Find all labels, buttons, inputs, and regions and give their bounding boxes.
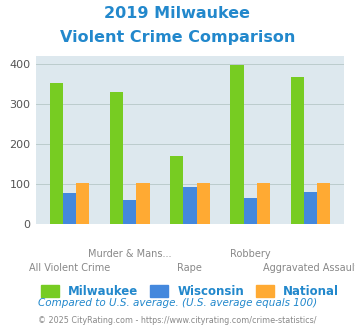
- Legend: Milwaukee, Wisconsin, National: Milwaukee, Wisconsin, National: [36, 280, 344, 303]
- Text: Robbery: Robbery: [230, 249, 271, 259]
- Text: Rape: Rape: [178, 263, 202, 273]
- Text: © 2025 CityRating.com - https://www.cityrating.com/crime-statistics/: © 2025 CityRating.com - https://www.city…: [38, 316, 317, 325]
- Text: Aggravated Assault: Aggravated Assault: [263, 263, 355, 273]
- Bar: [170, 156, 183, 224]
- Bar: [50, 83, 63, 224]
- Bar: [183, 187, 197, 224]
- Text: 2019 Milwaukee: 2019 Milwaukee: [104, 7, 251, 21]
- Bar: [290, 77, 304, 224]
- Text: Violent Crime Comparison: Violent Crime Comparison: [60, 30, 295, 45]
- Bar: [110, 92, 123, 224]
- Bar: [317, 183, 330, 224]
- Bar: [136, 183, 149, 224]
- Text: Murder & Mans...: Murder & Mans...: [88, 249, 171, 259]
- Bar: [123, 200, 136, 224]
- Bar: [257, 183, 270, 224]
- Text: Compared to U.S. average. (U.S. average equals 100): Compared to U.S. average. (U.S. average …: [38, 298, 317, 308]
- Bar: [244, 198, 257, 224]
- Text: All Violent Crime: All Violent Crime: [29, 263, 110, 273]
- Bar: [76, 183, 89, 224]
- Bar: [197, 183, 210, 224]
- Bar: [304, 192, 317, 224]
- Bar: [63, 193, 76, 224]
- Bar: [230, 65, 244, 224]
